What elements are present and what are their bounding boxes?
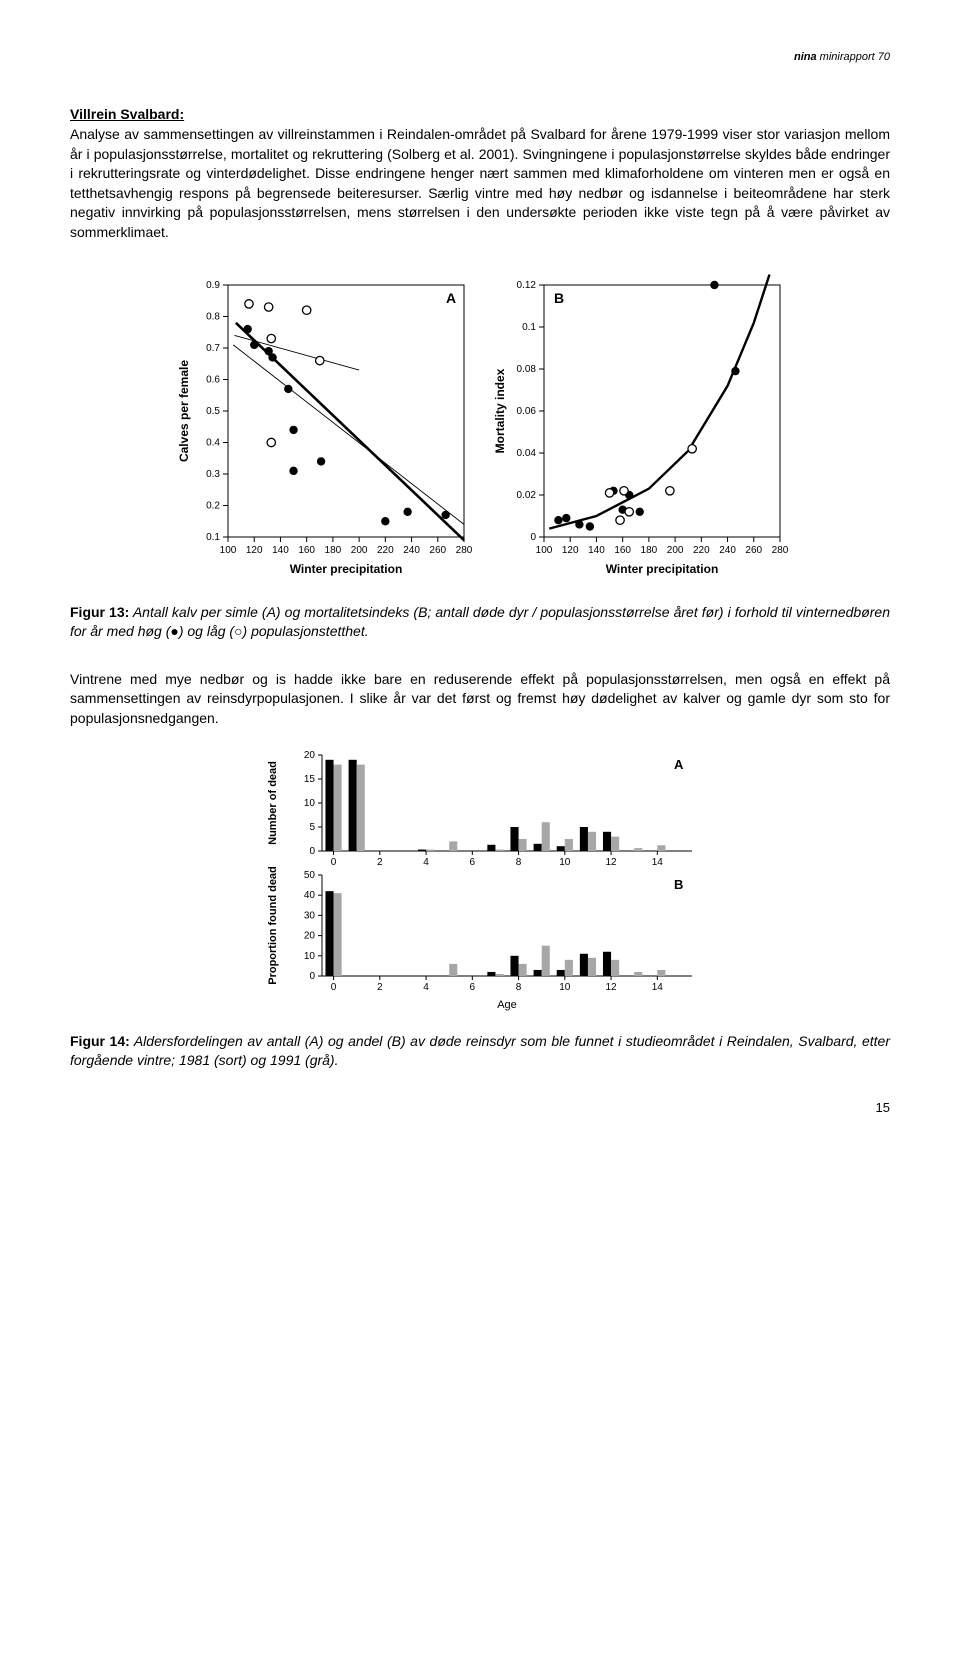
svg-text:6: 6	[470, 857, 476, 868]
paragraph-2: Vintrene med mye nedbør og is hadde ikke…	[70, 670, 890, 729]
svg-text:Winter precipitation: Winter precipitation	[606, 562, 719, 576]
svg-text:0.5: 0.5	[206, 406, 220, 417]
svg-text:10: 10	[304, 798, 316, 809]
svg-text:0.1: 0.1	[206, 532, 220, 543]
svg-text:Calves per female: Calves per female	[177, 359, 191, 461]
svg-text:220: 220	[693, 545, 710, 556]
svg-text:10: 10	[559, 857, 571, 868]
paragraph-1: Analyse av sammensettingen av villreinst…	[70, 126, 890, 240]
svg-text:0.1: 0.1	[522, 322, 536, 333]
chart-14b: 0 10 20 30 40 50 0 2 4 6 8 10 12 14 Proportion found d…	[260, 869, 700, 1014]
svg-text:Number of dead: Number of dead	[267, 761, 279, 845]
svg-text:50: 50	[304, 870, 316, 881]
svg-text:Age: Age	[497, 999, 517, 1011]
svg-text:0.08: 0.08	[517, 364, 537, 375]
svg-text:100: 100	[536, 545, 553, 556]
chart-14a: 0 5 10 15 20 0 2 4 6 8 10 12 14 Number of dead A	[260, 749, 700, 869]
svg-text:0.06: 0.06	[517, 406, 537, 417]
page-number: 15	[70, 1099, 890, 1117]
svg-text:4: 4	[423, 857, 429, 868]
svg-text:120: 120	[246, 545, 263, 556]
section: Villrein Svalbard: Analyse av sammensett…	[70, 105, 890, 242]
svg-text:0: 0	[530, 532, 536, 543]
svg-text:0.4: 0.4	[206, 437, 220, 448]
svg-text:20: 20	[304, 750, 316, 761]
svg-text:0: 0	[331, 857, 337, 868]
svg-text:6: 6	[470, 982, 476, 993]
svg-text:260: 260	[429, 545, 446, 556]
svg-text:4: 4	[423, 982, 429, 993]
svg-text:A: A	[674, 757, 684, 772]
svg-text:100: 100	[220, 545, 237, 556]
svg-text:0.04: 0.04	[517, 448, 537, 459]
svg-text:0: 0	[309, 846, 315, 857]
svg-text:200: 200	[667, 545, 684, 556]
svg-text:0.12: 0.12	[517, 280, 537, 291]
svg-text:20: 20	[304, 930, 316, 941]
svg-text:10: 10	[304, 950, 316, 961]
section-title: Villrein Svalbard:	[70, 106, 184, 122]
svg-text:5: 5	[309, 822, 315, 833]
svg-text:30: 30	[304, 910, 316, 921]
svg-text:0.7: 0.7	[206, 343, 220, 354]
svg-text:A: A	[446, 290, 456, 306]
svg-text:Winter precipitation: Winter precipitation	[290, 562, 403, 576]
chart-a: 100 120 140 160 180 200 220 240 260 280 0.1 0.2 0.3 0…	[172, 279, 472, 579]
figure-14: 0510152002468101214Number of deadA 01020…	[70, 749, 890, 1014]
figure-13-caption: Figur 13: Antall kalv per simle (A) og m…	[70, 603, 890, 642]
svg-text:160: 160	[298, 545, 315, 556]
svg-text:Proportion found dead: Proportion found dead	[267, 866, 279, 985]
chart-b: 100 120 140 160 180 200 220 240 260 280 0 0.02 0.04 0…	[488, 279, 788, 579]
figure-14-caption: Figur 14: Aldersfordelingen av antall (A…	[70, 1032, 890, 1071]
svg-text:12: 12	[606, 982, 618, 993]
svg-text:240: 240	[719, 545, 736, 556]
svg-text:0.6: 0.6	[206, 374, 220, 385]
svg-text:2: 2	[377, 857, 383, 868]
svg-text:160: 160	[614, 545, 631, 556]
svg-text:260: 260	[745, 545, 762, 556]
svg-text:180: 180	[641, 545, 658, 556]
svg-text:240: 240	[403, 545, 420, 556]
svg-text:14: 14	[652, 982, 664, 993]
svg-text:8: 8	[516, 857, 522, 868]
svg-text:0: 0	[331, 982, 337, 993]
svg-text:12: 12	[606, 857, 618, 868]
svg-text:280: 280	[772, 545, 789, 556]
svg-text:220: 220	[377, 545, 394, 556]
svg-text:0.02: 0.02	[517, 490, 537, 501]
svg-text:14: 14	[652, 857, 664, 868]
svg-text:140: 140	[272, 545, 289, 556]
svg-text:10: 10	[559, 982, 571, 993]
svg-text:0.3: 0.3	[206, 469, 220, 480]
svg-text:15: 15	[304, 774, 316, 785]
svg-text:0.2: 0.2	[206, 500, 220, 511]
svg-text:0.8: 0.8	[206, 311, 220, 322]
svg-text:180: 180	[325, 545, 342, 556]
svg-text:40: 40	[304, 890, 316, 901]
figure-13: 100 120 140 160 180 200 220 240 260 280 0.1 0.2 0.3 0…	[70, 279, 890, 579]
report-header: nina minirapport 70	[70, 50, 890, 65]
svg-text:140: 140	[588, 545, 605, 556]
svg-text:0.9: 0.9	[206, 280, 220, 291]
svg-text:B: B	[554, 290, 564, 306]
svg-text:120: 120	[562, 545, 579, 556]
svg-text:0: 0	[309, 971, 315, 982]
svg-text:280: 280	[456, 545, 473, 556]
svg-text:Mortality index: Mortality index	[493, 368, 507, 453]
svg-text:8: 8	[516, 982, 522, 993]
svg-text:200: 200	[351, 545, 368, 556]
svg-text:B: B	[674, 877, 683, 892]
svg-text:2: 2	[377, 982, 383, 993]
